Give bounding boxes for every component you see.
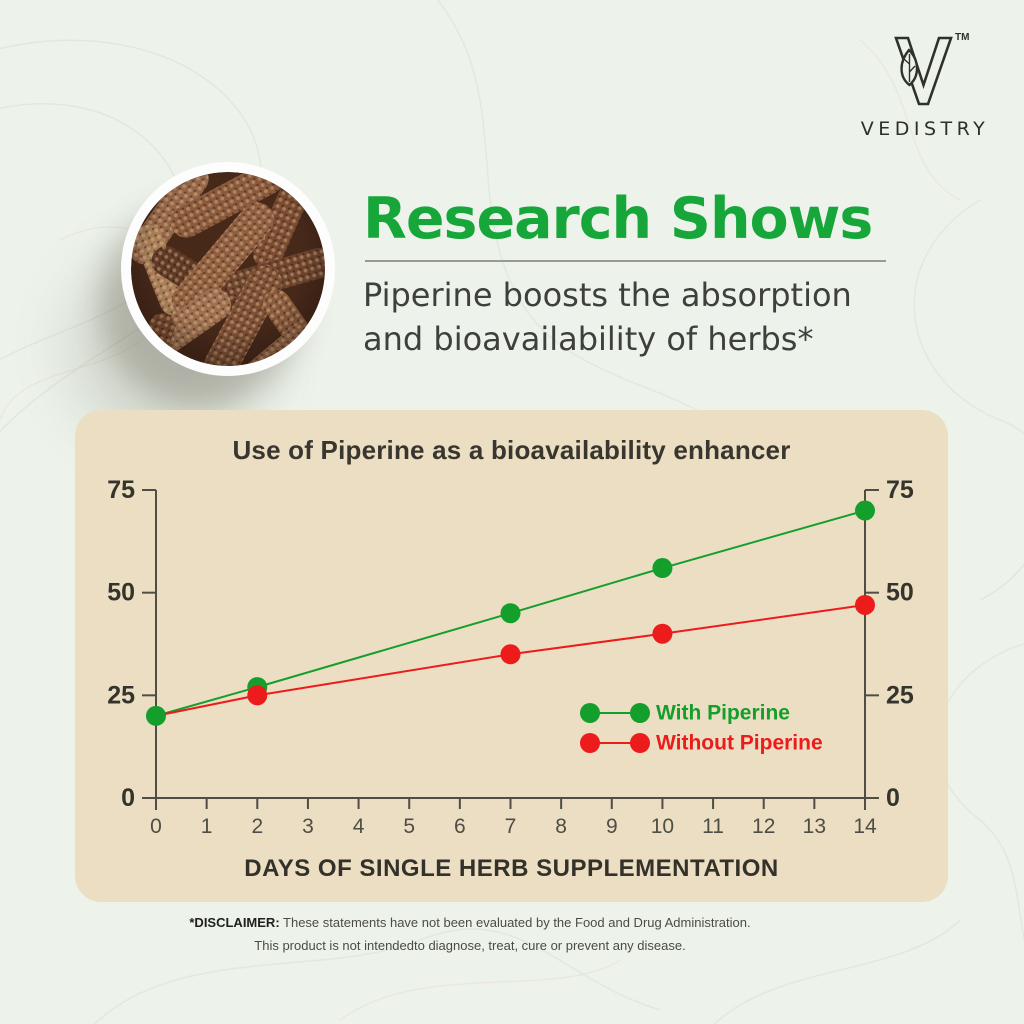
legend-dot (630, 733, 650, 753)
disclaimer-line-2: This product is not intendedto diagnose,… (254, 938, 686, 953)
data-point (855, 594, 875, 615)
x-tick-label: 13 (803, 815, 826, 838)
legend-label: Without Piperine (656, 732, 823, 755)
x-tick-label: 4 (353, 815, 365, 838)
disclaimer-label: *DISCLAIMER: (189, 915, 280, 930)
legend-dot (580, 733, 600, 753)
data-point (500, 603, 521, 624)
data-point (247, 685, 268, 706)
disclaimer: *DISCLAIMER: These statements have not b… (60, 911, 880, 957)
x-tick-label: 6 (454, 815, 466, 838)
disclaimer-line-1: These statements have not been evaluated… (279, 915, 751, 930)
subtitle-line-1: Piperine boosts the absorption (363, 276, 852, 314)
x-tick-label: 14 (853, 815, 877, 838)
chart-panel: Use of Piperine as a bioavailability enh… (75, 410, 948, 902)
trademark-mark: TM (955, 32, 969, 43)
x-tick-label: 8 (555, 815, 567, 838)
data-point (652, 558, 673, 579)
page-title: Research Shows (363, 186, 873, 252)
x-tick-label: 2 (251, 815, 263, 838)
brand-logo-v-leaf-icon: TM (894, 32, 969, 106)
x-tick-label: 7 (505, 815, 517, 838)
subtitle-line-2: and bioavailability of herbs* (363, 320, 814, 358)
data-point (652, 623, 673, 644)
legend-dot (580, 703, 600, 723)
y-tick-label-left: 75 (107, 476, 135, 504)
y-tick-label-right: 75 (886, 476, 914, 504)
y-tick-label-left: 50 (107, 579, 135, 607)
x-tick-label: 10 (651, 815, 674, 838)
x-tick-label: 1 (201, 815, 213, 838)
x-tick-label: 9 (606, 815, 618, 838)
long-pepper-illustration (131, 172, 325, 366)
legend-dot (630, 703, 650, 723)
chart-title: Use of Piperine as a bioavailability enh… (232, 435, 791, 465)
x-tick-label: 0 (150, 815, 162, 838)
long-pepper-photo (121, 162, 335, 376)
y-tick-label-left: 25 (107, 681, 135, 709)
y-tick-label-left: 0 (121, 784, 135, 812)
data-point (146, 705, 166, 726)
data-point (855, 500, 875, 521)
x-tick-label: 3 (302, 815, 314, 838)
x-tick-label: 5 (403, 815, 415, 838)
page-subtitle: Piperine boosts the absorption and bioav… (363, 273, 923, 361)
legend-label: With Piperine (656, 702, 790, 725)
x-tick-label: 11 (702, 815, 724, 838)
y-tick-label-right: 50 (886, 579, 914, 607)
y-tick-label-right: 25 (886, 681, 914, 709)
title-divider (365, 260, 886, 262)
y-tick-label-right: 0 (886, 784, 900, 812)
data-point (500, 644, 521, 665)
brand-name: VEDISTRY (860, 118, 990, 140)
x-axis-label: DAYS OF SINGLE HERB SUPPLEMENTATION (244, 855, 779, 882)
brand-logo: TM VEDISTRY (846, 28, 1000, 140)
x-tick-label: 12 (752, 815, 775, 838)
